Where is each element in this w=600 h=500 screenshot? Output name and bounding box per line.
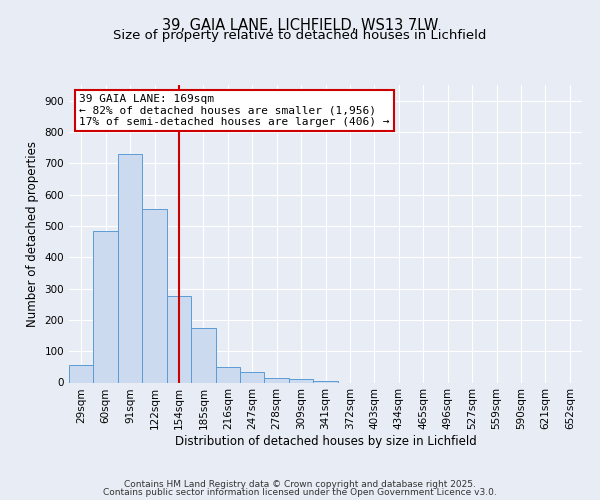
Bar xyxy=(94,231,118,382)
Bar xyxy=(215,367,240,382)
Bar xyxy=(240,372,265,382)
Bar xyxy=(265,378,289,382)
X-axis label: Distribution of detached houses by size in Lichfield: Distribution of detached houses by size … xyxy=(175,435,476,448)
Text: Contains HM Land Registry data © Crown copyright and database right 2025.: Contains HM Land Registry data © Crown c… xyxy=(124,480,476,489)
Text: 39, GAIA LANE, LICHFIELD, WS13 7LW: 39, GAIA LANE, LICHFIELD, WS13 7LW xyxy=(162,18,438,32)
Text: 39 GAIA LANE: 169sqm
← 82% of detached houses are smaller (1,956)
17% of semi-de: 39 GAIA LANE: 169sqm ← 82% of detached h… xyxy=(79,94,390,127)
Bar xyxy=(167,296,191,382)
Bar xyxy=(142,210,167,382)
Text: Size of property relative to detached houses in Lichfield: Size of property relative to detached ho… xyxy=(113,29,487,42)
Text: Contains public sector information licensed under the Open Government Licence v3: Contains public sector information licen… xyxy=(103,488,497,497)
Bar xyxy=(118,154,142,382)
Y-axis label: Number of detached properties: Number of detached properties xyxy=(26,141,39,327)
Bar xyxy=(289,380,313,382)
Bar xyxy=(69,364,94,382)
Bar xyxy=(191,328,215,382)
Bar xyxy=(313,381,338,382)
